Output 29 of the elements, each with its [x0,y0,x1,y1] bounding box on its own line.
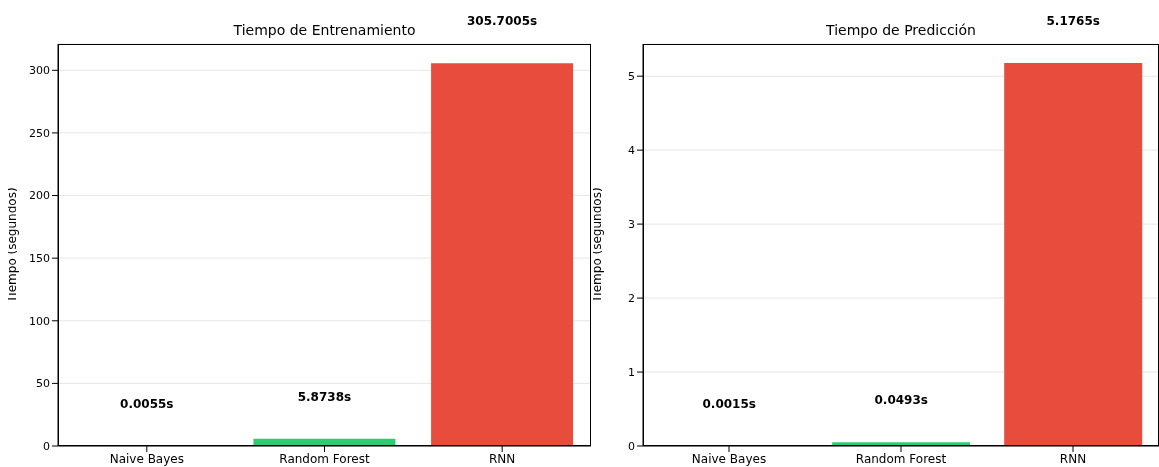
chart-title: Tiempo de Entrenamiento [233,22,416,38]
y-axis-title: Tiempo (segundos) [5,187,20,304]
x-tick-label: RNN [1059,451,1087,466]
x-tick-label: Naive Bayes [691,451,767,466]
data-label: 0.0055s [120,396,174,411]
x-tick-label: RNN [489,451,516,466]
x-tick-label: Random Forest [279,451,370,466]
y-tick-label: 1 [628,365,635,379]
data-label: 0.0493s [874,393,928,408]
data-label: 0.0015s [702,396,756,411]
data-label: 305.7005s [467,14,538,29]
y-tick-label: 0 [628,439,635,453]
y-tick-label: 100 [29,314,50,328]
y-tick-label: 250 [29,126,50,140]
y-tick-label: 2 [628,291,635,305]
y-tick-label: 50 [36,377,50,391]
y-tick-label: 5 [628,70,635,84]
y-tick-label: 3 [628,218,635,232]
chart-title: Tiempo de Predicción [826,22,976,38]
y-tick-label: 300 [29,64,50,78]
data-label: 5.8738s [297,389,352,404]
x-tick-label: Naive Bayes [109,451,184,466]
y-tick-label: 150 [29,252,50,266]
y-axis-title: Tiempo (segundos) [590,187,605,304]
x-tick-label: Random Forest [855,451,947,466]
y-tick-label: 0 [43,439,50,453]
y-tick-label: 4 [628,144,635,158]
y-tick-label: 200 [29,189,50,203]
data-label: 5.1765s [1046,14,1100,29]
